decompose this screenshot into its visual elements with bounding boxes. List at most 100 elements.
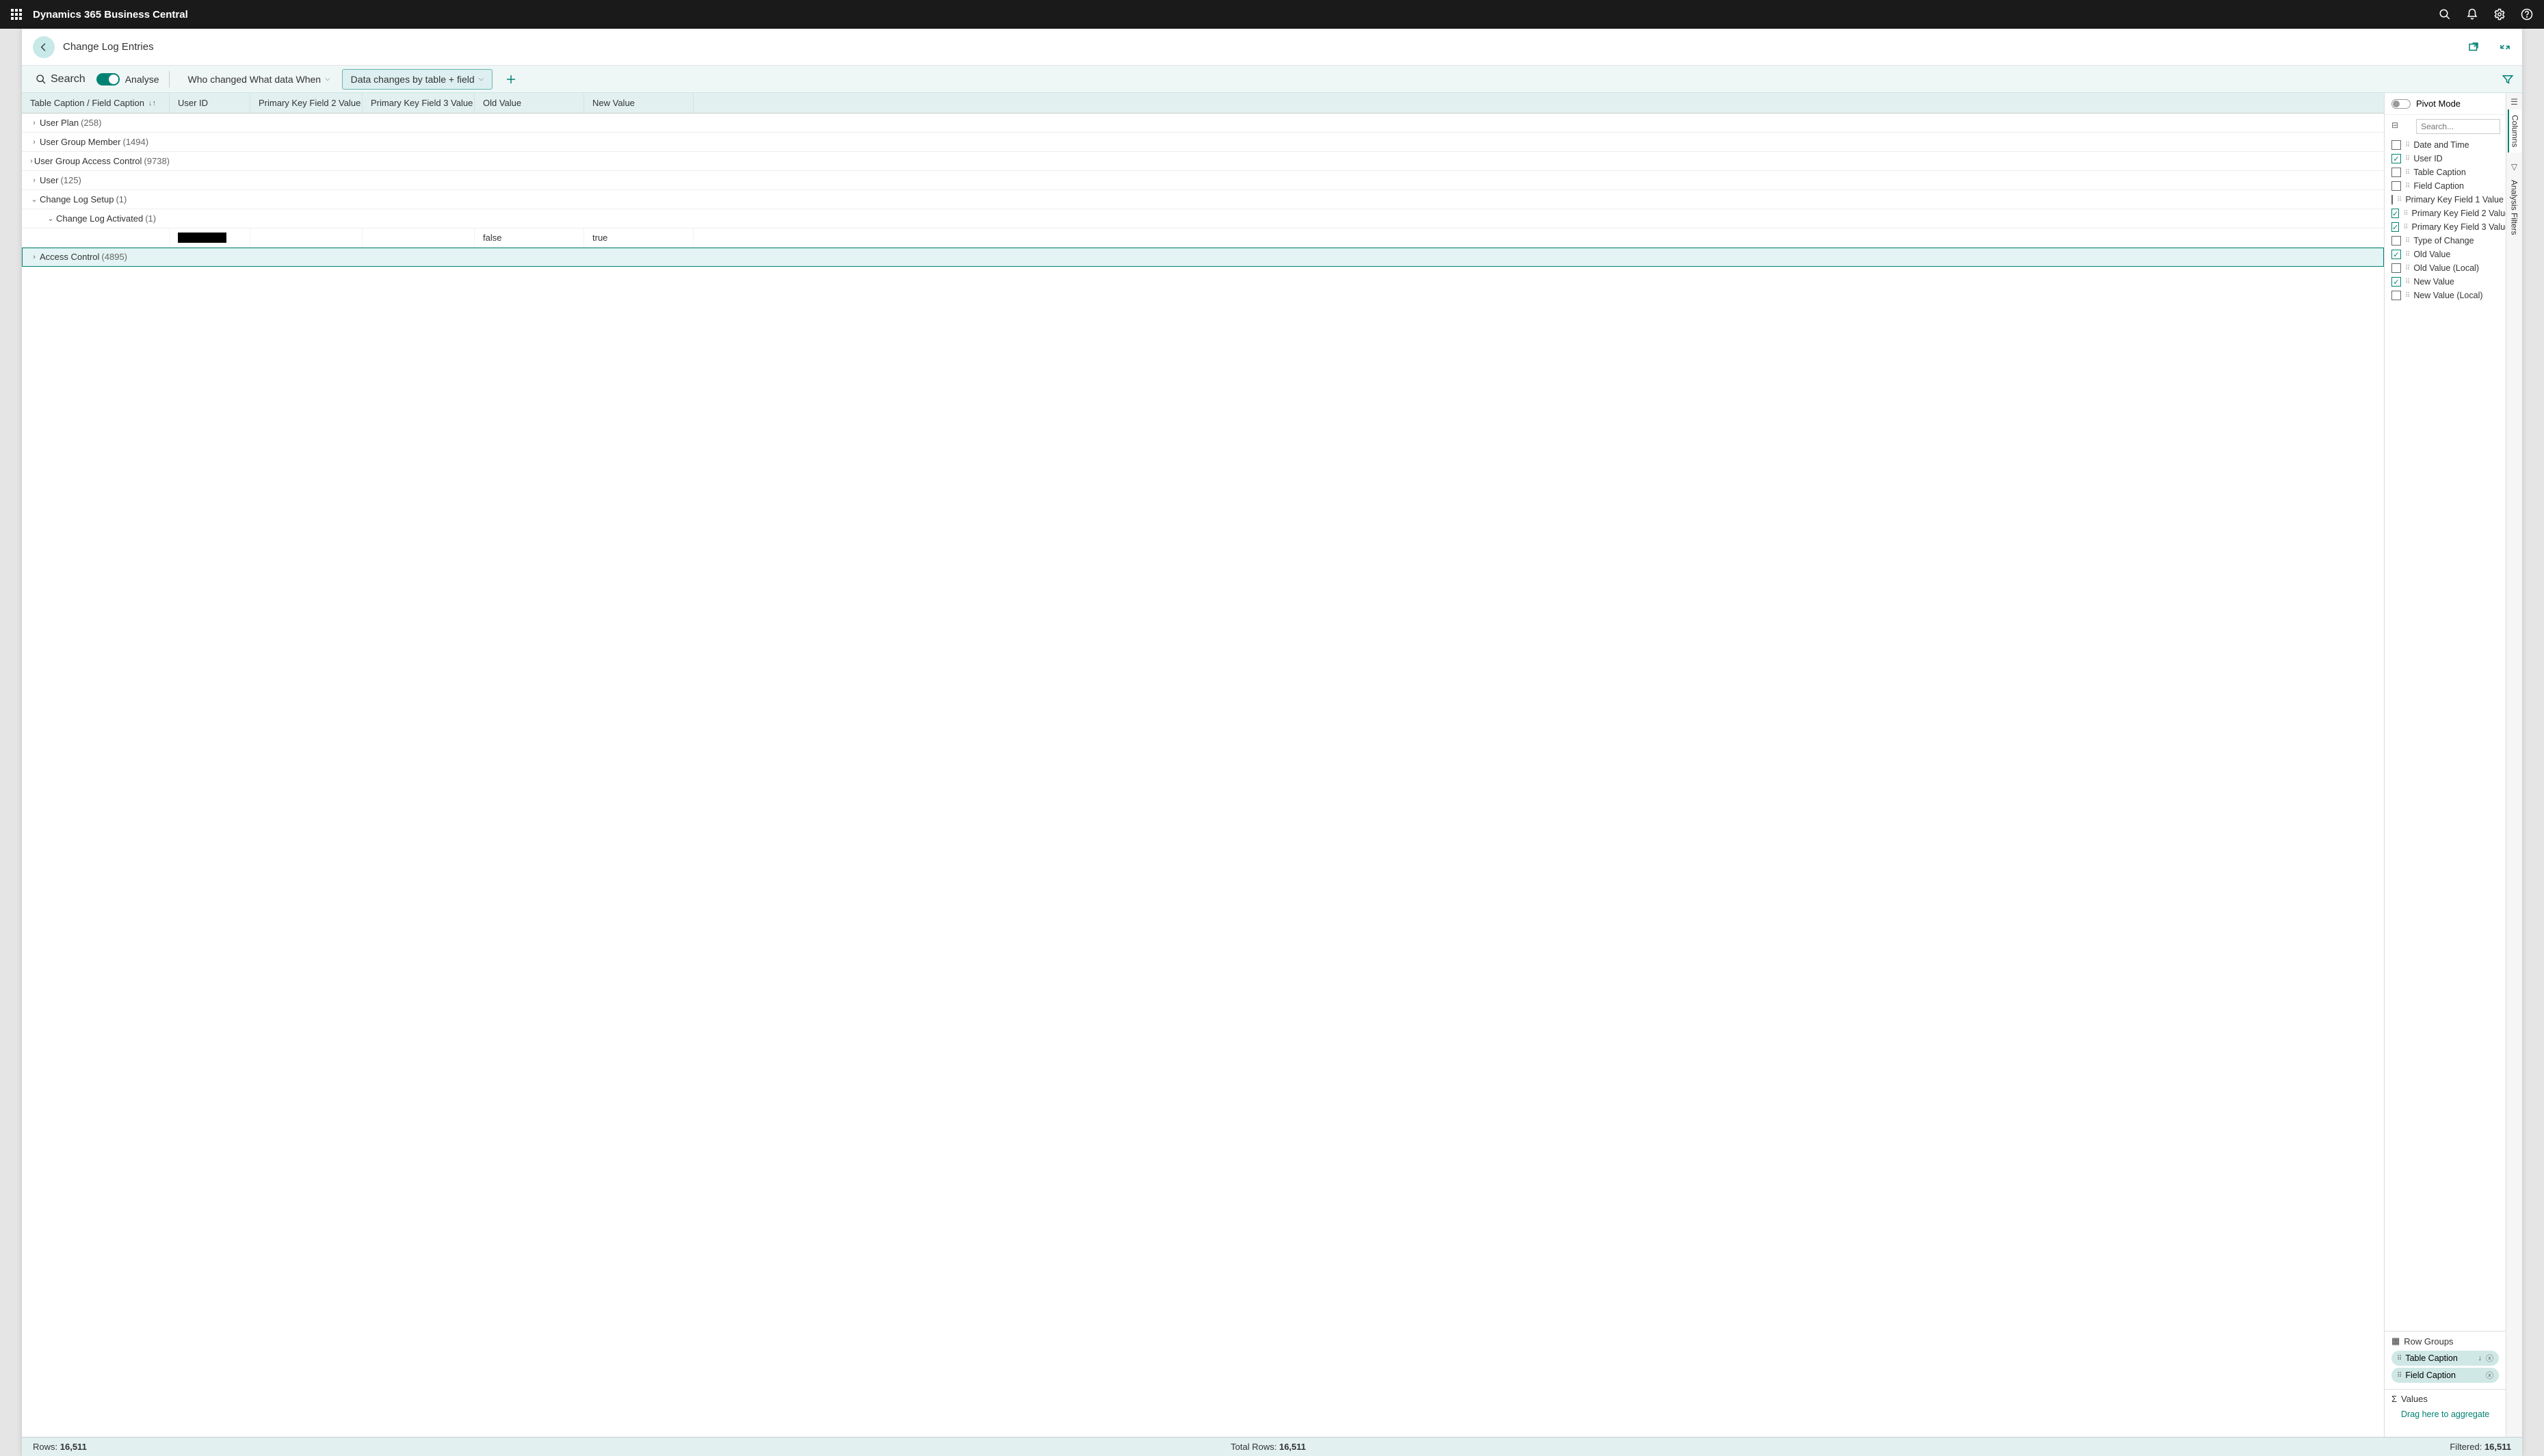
drag-handle-icon[interactable]: ⠿ xyxy=(2397,196,2401,204)
expand-chevron-icon[interactable]: › xyxy=(29,138,40,146)
data-row[interactable]: XXXXfalsetrue xyxy=(22,228,2384,248)
help-icon[interactable] xyxy=(2521,8,2533,21)
checkbox[interactable] xyxy=(2391,181,2401,191)
drag-handle-icon[interactable]: ⠿ xyxy=(2405,265,2409,272)
expand-chevron-icon[interactable]: › xyxy=(29,253,40,261)
group-row[interactable]: ⌄Change Log Setup(1) xyxy=(22,190,2384,209)
group-row[interactable]: ›User Group Member(1494) xyxy=(22,133,2384,152)
status-bar: Rows: 16,511 Total Rows: 16,511 Filtered… xyxy=(22,1437,2522,1456)
back-button[interactable] xyxy=(33,36,55,58)
group-row[interactable]: ›User Group Access Control(9738) xyxy=(22,152,2384,171)
column-header-pk2[interactable]: Primary Key Field 2 Value xyxy=(250,93,363,113)
checkbox[interactable] xyxy=(2391,291,2401,300)
remove-icon[interactable]: ⓧ xyxy=(2486,1370,2493,1381)
values-drop-hint[interactable]: Drag here to aggregate xyxy=(2391,1408,2499,1433)
checkbox[interactable] xyxy=(2391,236,2401,246)
checkbox[interactable]: ✓ xyxy=(2391,277,2401,287)
column-toggle-item[interactable]: ✓⠿New Value xyxy=(2385,275,2506,289)
checkbox[interactable]: ✓ xyxy=(2391,222,2399,232)
column-header-new[interactable]: New Value xyxy=(584,93,694,113)
expand-chevron-icon[interactable]: › xyxy=(29,176,40,185)
filtered-value: 16,511 xyxy=(2484,1442,2511,1452)
column-header-group[interactable]: Table Caption / Field Caption ↓↑ xyxy=(22,93,170,113)
drag-handle-icon[interactable]: ⠿ xyxy=(2397,1372,2401,1379)
expand-chevron-icon[interactable]: › xyxy=(29,157,34,166)
notification-icon[interactable] xyxy=(2466,8,2478,21)
column-toggle-label: Field Caption xyxy=(2413,181,2464,191)
column-toggle-item[interactable]: ✓⠿Old Value xyxy=(2385,248,2506,261)
analysis-tab[interactable]: Who changed What data When⌵ xyxy=(179,69,339,90)
drag-handle-icon[interactable]: ⠿ xyxy=(2405,155,2409,163)
column-toggle-item[interactable]: ✓ ⠿ Primary Key Field 3 Value xyxy=(2385,220,2506,234)
column-toggle-item[interactable]: ⠿Old Value (Local) xyxy=(2385,261,2506,275)
search-icon[interactable] xyxy=(2439,8,2451,21)
checkbox[interactable] xyxy=(2391,195,2393,204)
column-toggle-label: Type of Change xyxy=(2413,236,2474,246)
drag-handle-icon[interactable]: ⠿ xyxy=(2405,292,2409,300)
column-search-input[interactable] xyxy=(2416,119,2500,134)
checkbox[interactable]: ✓ xyxy=(2391,154,2401,163)
checkbox[interactable]: ✓ xyxy=(2391,250,2401,259)
row-group-pill[interactable]: ⠿ Table Caption ↓ ⓧ xyxy=(2391,1351,2499,1366)
pivot-mode-label: Pivot Mode xyxy=(2416,98,2461,109)
drag-handle-icon[interactable]: ⠿ xyxy=(2405,251,2409,259)
row-group-label: Table Caption xyxy=(2405,1353,2457,1363)
open-window-icon[interactable] xyxy=(2467,41,2480,53)
group-row[interactable]: ⌄Change Log Activated(1) xyxy=(22,209,2384,228)
row-group-pill[interactable]: ⠿Field Captionⓧ xyxy=(2391,1368,2499,1383)
new-value-cell: true xyxy=(584,228,694,247)
search-action[interactable]: Search xyxy=(30,70,91,88)
remove-icon[interactable]: ⓧ xyxy=(2486,1353,2493,1364)
checkbox[interactable] xyxy=(2391,263,2401,273)
drag-handle-icon[interactable]: ⠿ xyxy=(2405,237,2409,245)
column-toggle-item[interactable]: ✓⠿Primary Key Field 2 Value xyxy=(2385,207,2506,220)
drag-handle-icon[interactable]: ⠿ xyxy=(2405,183,2409,190)
column-header-user[interactable]: User ID xyxy=(170,93,250,113)
column-toggle-item[interactable]: ⠿New Value (Local) xyxy=(2385,289,2506,302)
page-frame: Change Log Entries Search Analyse Who ch… xyxy=(22,29,2522,1456)
analysis-filters-tab[interactable]: Analysis Filters xyxy=(2508,174,2521,241)
group-count: (1494) xyxy=(122,137,148,147)
sort-desc-icon[interactable]: ↓ xyxy=(2478,1354,2482,1362)
group-count: (1) xyxy=(145,213,156,224)
column-toggle-item[interactable]: ⠿Primary Key Field 1 Value xyxy=(2385,193,2506,207)
divider xyxy=(169,71,170,88)
filter-icon[interactable] xyxy=(2502,73,2514,85)
column-header-old[interactable]: Old Value xyxy=(475,93,584,113)
checkbox[interactable]: ✓ xyxy=(2391,209,2399,218)
columns-tab[interactable]: Columns xyxy=(2508,109,2521,153)
app-launcher-icon[interactable] xyxy=(11,9,22,20)
group-row[interactable]: ›User(125) xyxy=(22,171,2384,190)
column-toggle-item[interactable]: ⠿ Field Caption xyxy=(2385,179,2506,193)
drag-handle-icon[interactable]: ⠿ xyxy=(2405,278,2409,286)
column-toggle-label: Primary Key Field 3 Value xyxy=(2412,222,2506,232)
column-toggle-item[interactable]: ⠿Table Caption xyxy=(2385,166,2506,179)
drag-handle-icon[interactable]: ⠿ xyxy=(2405,169,2409,176)
drag-handle-icon[interactable]: ⠿ xyxy=(2403,210,2407,217)
chevron-down-icon: ⌵ xyxy=(325,75,330,83)
pivot-mode-toggle[interactable] xyxy=(2391,99,2411,109)
row-groups-section: ▦ Row Groups ⠿Table Caption↓ⓧ⠿Field Capt… xyxy=(2385,1331,2506,1389)
collapse-all-icon[interactable]: ⊟ xyxy=(2385,115,2398,130)
analysis-tab[interactable]: Data changes by table + field⌵ xyxy=(342,69,493,90)
checkbox[interactable] xyxy=(2391,140,2401,150)
expand-chevron-icon[interactable]: ⌄ xyxy=(29,195,40,204)
add-tab-button[interactable] xyxy=(505,73,517,85)
drag-handle-icon[interactable]: ⠿ xyxy=(2403,224,2407,231)
checkbox[interactable] xyxy=(2391,168,2401,177)
group-label: Change Log Activated xyxy=(56,213,143,224)
group-row[interactable]: ›User Plan(258) xyxy=(22,114,2384,133)
collapse-icon[interactable] xyxy=(2499,41,2511,53)
group-row[interactable]: ›Access Control(4895) xyxy=(22,248,2384,267)
drag-handle-icon[interactable]: ⠿ xyxy=(2405,142,2409,149)
expand-chevron-icon[interactable]: ⌄ xyxy=(45,214,56,223)
column-toggle-item[interactable]: ⠿ Type of Change xyxy=(2385,234,2506,248)
expand-chevron-icon[interactable]: › xyxy=(29,119,40,127)
column-toggle-item[interactable]: ✓⠿User ID xyxy=(2385,152,2506,166)
settings-icon[interactable] xyxy=(2493,8,2506,21)
analyse-toggle[interactable] xyxy=(96,73,120,85)
drag-handle-icon[interactable]: ⠿ xyxy=(2397,1355,2401,1362)
sort-indicator-icon: ↓↑ xyxy=(148,99,156,107)
column-header-pk3[interactable]: Primary Key Field 3 Value xyxy=(363,93,475,113)
column-toggle-item[interactable]: ⠿Date and Time xyxy=(2385,138,2506,152)
